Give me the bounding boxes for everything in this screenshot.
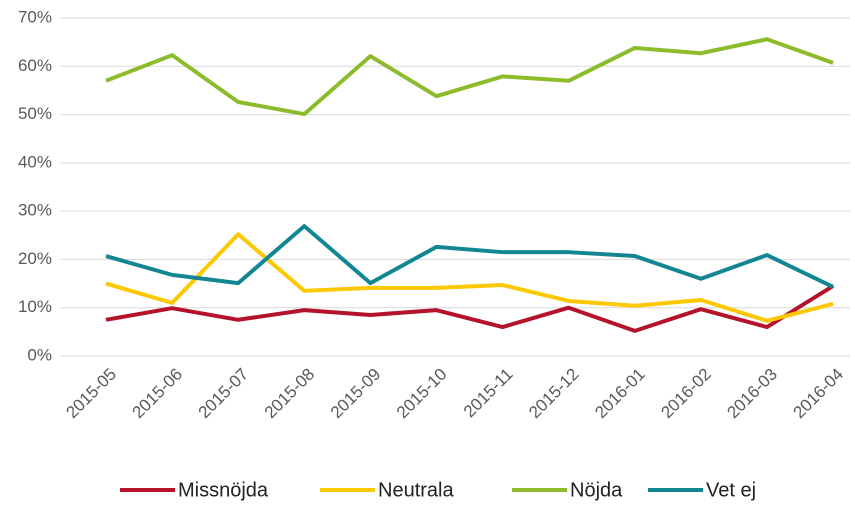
x-tick-label: 2015-08 (261, 365, 319, 423)
series-line (105, 37, 834, 117)
y-tick-label: 50% (18, 104, 52, 123)
y-tick-label: 70% (18, 7, 52, 26)
legend-label: Vet ej (706, 479, 756, 501)
y-tick-label: 40% (18, 152, 52, 171)
y-tick-label: 20% (18, 249, 52, 268)
series-line (105, 224, 834, 289)
x-tick-label: 2015-10 (393, 365, 451, 423)
x-tick-label: 2015-05 (62, 365, 120, 423)
series-line (105, 284, 835, 333)
x-tick-label: 2016-03 (723, 365, 781, 423)
x-tick-label: 2015-12 (525, 365, 583, 423)
y-tick-label: 0% (27, 345, 52, 364)
legend-label: Missnöjda (178, 479, 269, 501)
y-tick-label: 10% (18, 297, 52, 316)
x-tick-label: 2016-04 (790, 365, 848, 423)
x-tick-label: 2016-02 (657, 365, 715, 423)
x-tick-label: 2015-11 (460, 365, 517, 422)
x-tick-label: 2015-09 (327, 365, 385, 423)
x-tick-label: 2015-06 (129, 365, 187, 423)
legend-label: Neutrala (378, 479, 454, 501)
y-tick-label: 30% (18, 201, 52, 220)
x-tick-label: 2016-01 (591, 365, 649, 423)
y-tick-label: 60% (18, 56, 52, 75)
legend-label: Nöjda (570, 479, 623, 501)
series-line (105, 232, 834, 323)
x-tick-label: 2015-07 (195, 365, 253, 423)
